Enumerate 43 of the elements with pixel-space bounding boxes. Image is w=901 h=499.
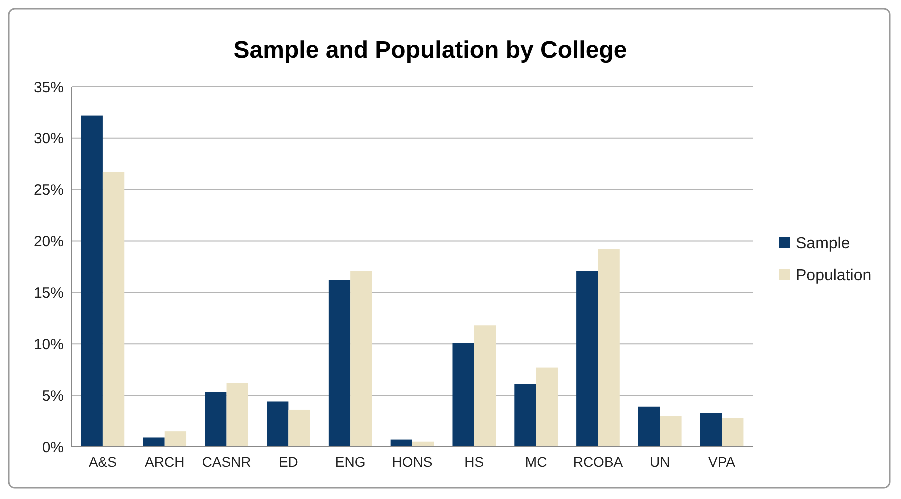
x-tick-label: UN — [650, 454, 670, 470]
bar — [452, 343, 474, 447]
bar — [350, 271, 372, 447]
bar — [638, 406, 660, 447]
legend-label: Sample — [796, 236, 850, 253]
x-tick-label: HONS — [392, 454, 433, 470]
y-tick-label: 25% — [34, 182, 64, 200]
x-tick-label: MC — [525, 454, 548, 470]
bar — [102, 172, 125, 447]
bar — [328, 280, 351, 447]
bar — [474, 326, 496, 447]
bar — [722, 418, 744, 447]
y-tick-label: 20% — [34, 234, 64, 251]
bar — [536, 368, 558, 447]
x-tick-label: ED — [278, 454, 298, 470]
x-tick-label: ENG — [335, 454, 366, 470]
legend-label: Population — [796, 268, 872, 285]
bar — [143, 438, 165, 447]
bar — [164, 432, 187, 447]
x-tick-label: A&S — [88, 454, 117, 470]
y-tick-label: 30% — [34, 130, 64, 148]
bar — [660, 416, 682, 447]
x-tick-label: VPA — [708, 454, 736, 470]
y-tick-label: 5% — [42, 388, 64, 405]
bar — [576, 271, 598, 447]
x-tick-label: CASNR — [202, 454, 252, 470]
x-tick-label: HS — [464, 454, 484, 470]
y-tick-label: 35% — [34, 79, 64, 96]
bar — [288, 410, 310, 447]
bar — [267, 402, 289, 447]
bar — [390, 440, 412, 447]
y-tick-label: 0% — [42, 439, 64, 456]
bar — [514, 384, 536, 447]
y-tick-label: 10% — [34, 336, 64, 354]
bar — [205, 392, 227, 447]
x-tick-label: RCOBA — [573, 454, 624, 470]
x-tick-label: ARCH — [145, 454, 185, 470]
bar — [81, 116, 103, 447]
y-tick-label: 15% — [34, 284, 64, 302]
bar — [226, 383, 248, 447]
bar — [598, 250, 620, 447]
bar — [700, 413, 722, 447]
chart-title: Sample and Population by College — [234, 37, 628, 64]
